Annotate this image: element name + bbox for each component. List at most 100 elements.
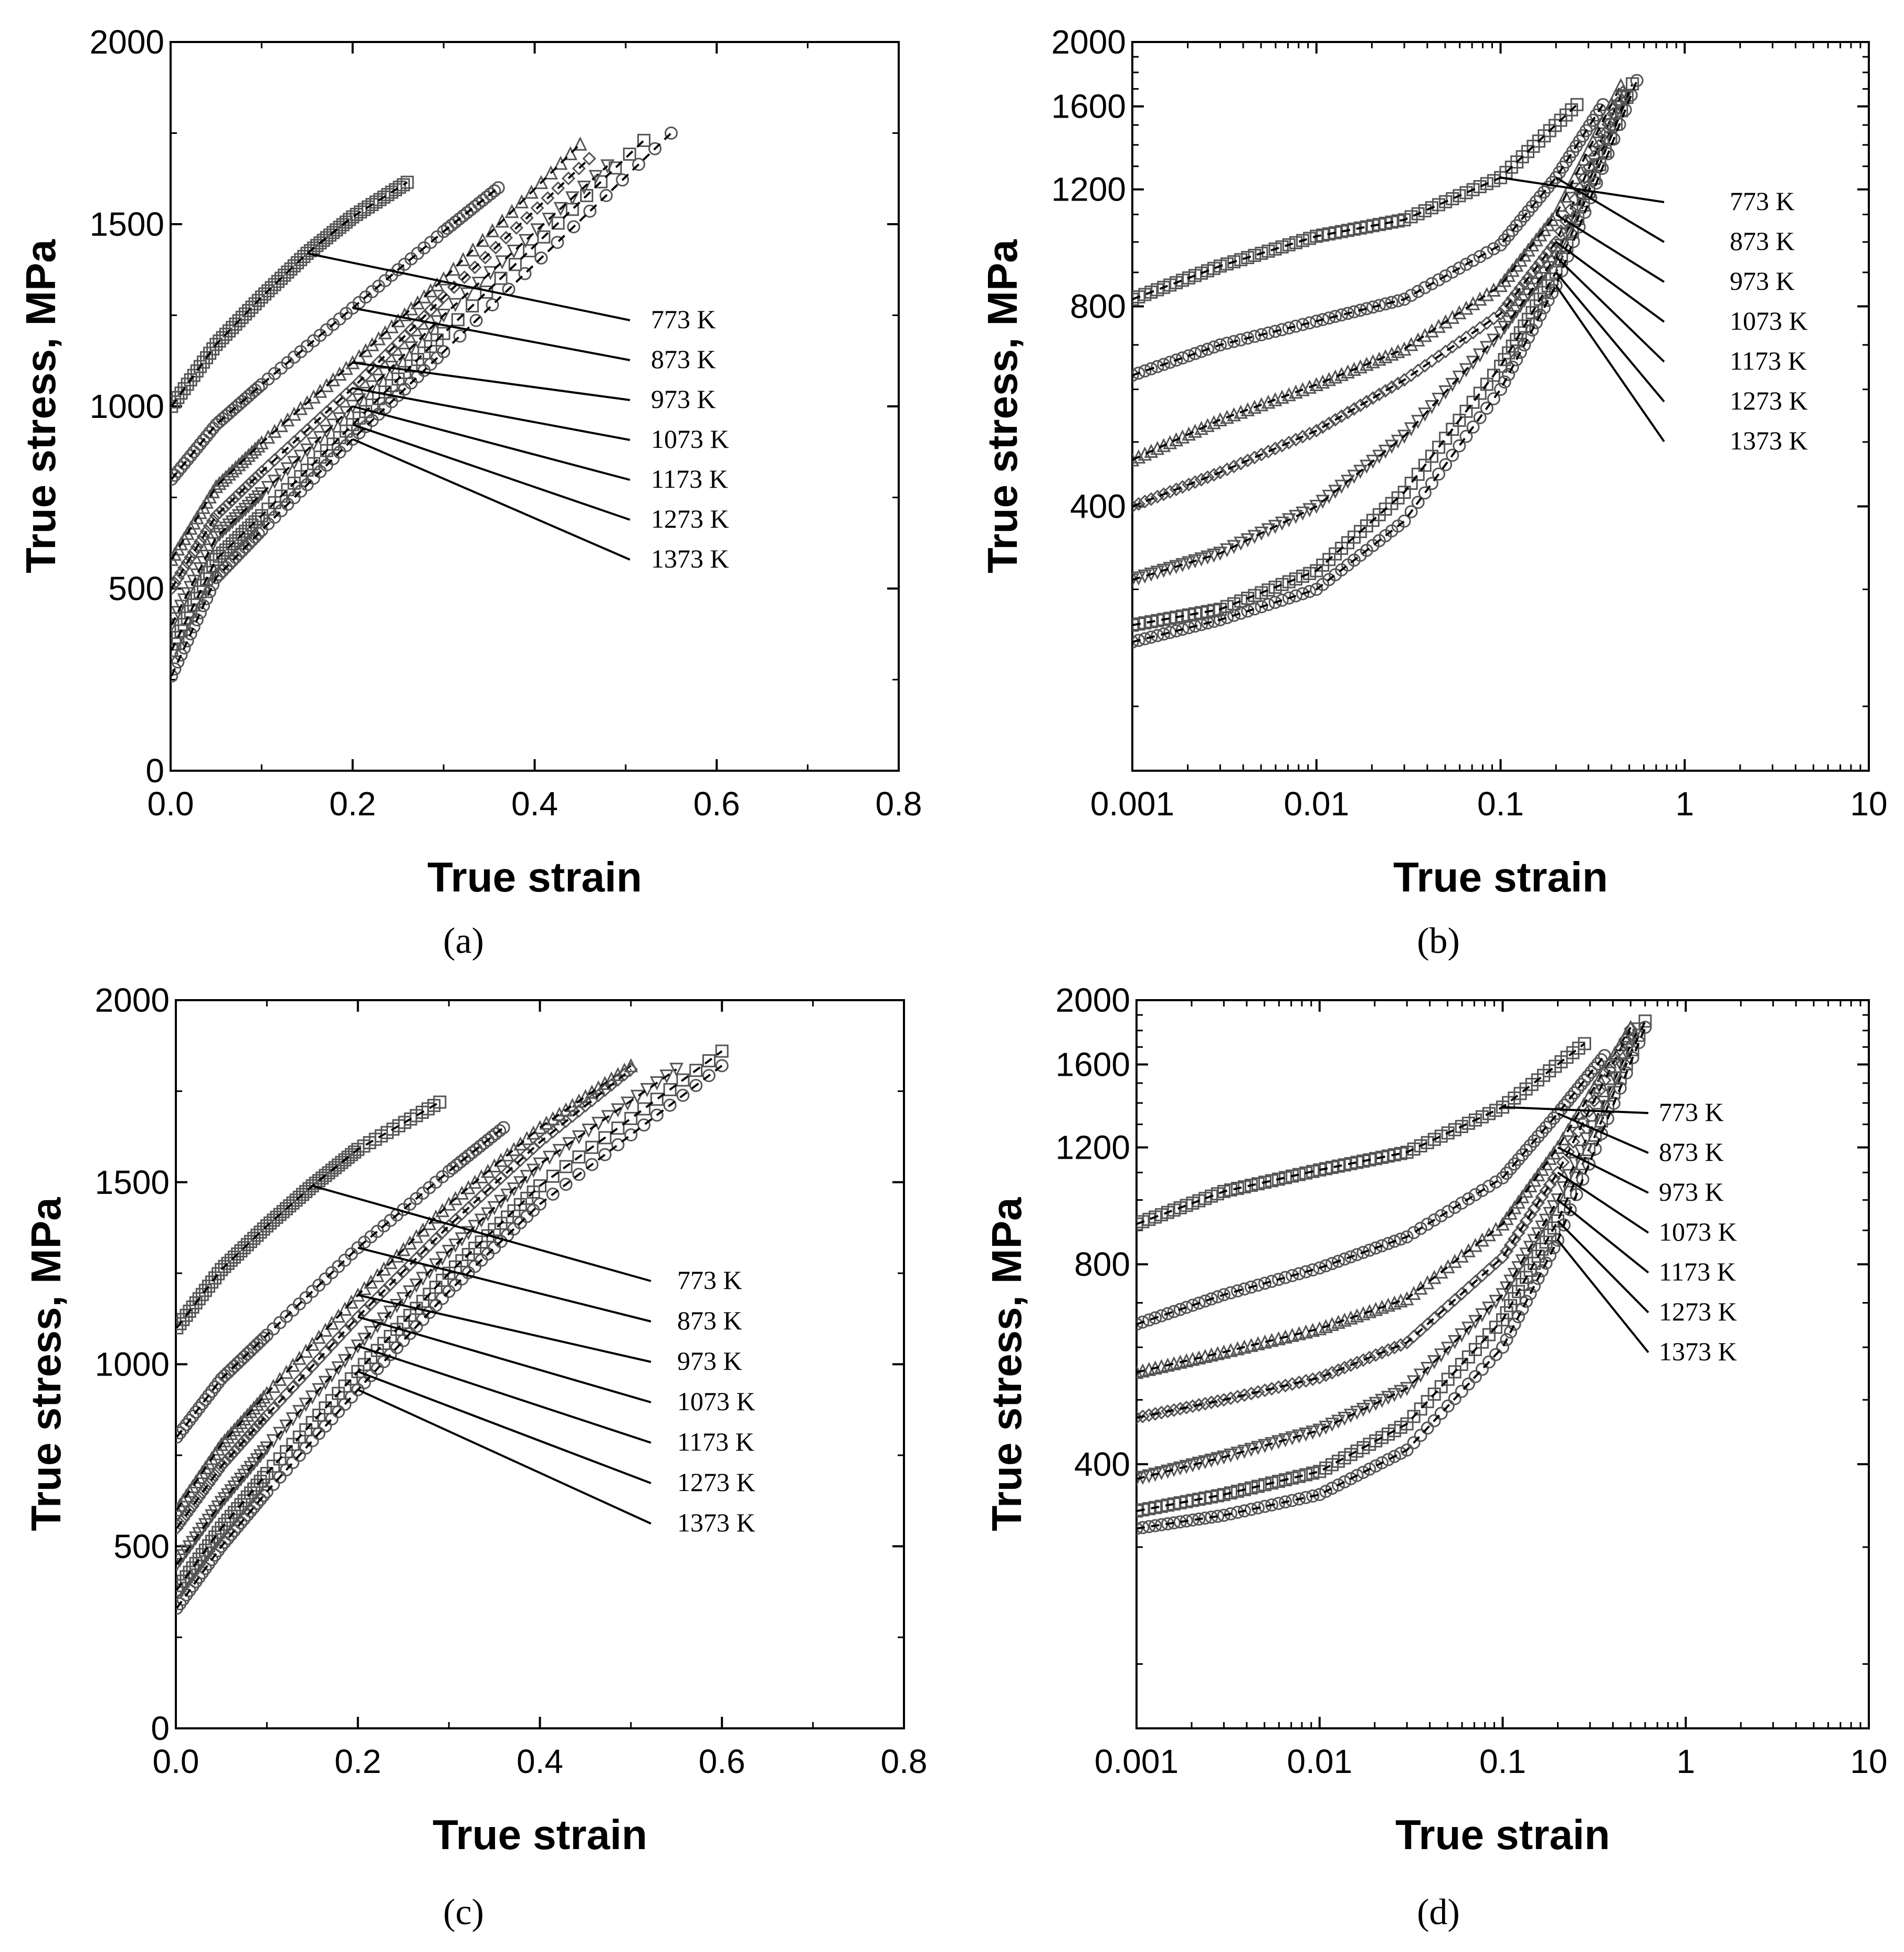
data-point bbox=[177, 561, 192, 575]
x-tick-label: 0.01 bbox=[1284, 785, 1349, 823]
data-point bbox=[1473, 250, 1487, 264]
data-point bbox=[520, 211, 534, 225]
data-point bbox=[1372, 449, 1386, 464]
data-point bbox=[1515, 1220, 1530, 1234]
data-point bbox=[1535, 1125, 1549, 1139]
data-point bbox=[1407, 1226, 1421, 1240]
data-point bbox=[437, 327, 450, 340]
legend-label: 873 K bbox=[651, 344, 716, 374]
data-point bbox=[1397, 292, 1411, 306]
data-point bbox=[1227, 334, 1241, 348]
data-point bbox=[373, 193, 387, 206]
data-point bbox=[1144, 492, 1158, 506]
data-point bbox=[1446, 265, 1459, 279]
data-point bbox=[416, 1272, 430, 1286]
data-point bbox=[1411, 285, 1425, 298]
data-point bbox=[1556, 1181, 1571, 1195]
data-point bbox=[1350, 1468, 1364, 1482]
data-point bbox=[1533, 271, 1548, 286]
data-point bbox=[1149, 1311, 1162, 1325]
data-point bbox=[1241, 592, 1255, 605]
fit-line bbox=[176, 1127, 504, 1438]
data-point bbox=[235, 506, 249, 520]
series-773-K bbox=[1132, 98, 1584, 306]
legend-leader-line bbox=[1557, 1220, 1649, 1314]
data-point bbox=[1207, 614, 1221, 628]
data-point bbox=[1394, 1446, 1407, 1460]
data-point bbox=[251, 468, 266, 482]
data-point bbox=[1459, 363, 1474, 377]
data-point bbox=[446, 261, 461, 276]
data-point bbox=[500, 1189, 515, 1203]
data-point bbox=[1493, 307, 1508, 321]
data-point bbox=[1509, 305, 1524, 319]
data-point bbox=[1138, 632, 1152, 646]
data-point bbox=[181, 634, 194, 648]
data-point bbox=[1201, 342, 1214, 356]
data-point bbox=[456, 252, 470, 266]
data-point bbox=[1306, 1164, 1320, 1178]
data-point bbox=[1151, 629, 1164, 643]
data-point bbox=[1521, 288, 1535, 302]
y-tick-label: 500 bbox=[113, 1527, 170, 1565]
data-point bbox=[1595, 1114, 1608, 1128]
data-point bbox=[1278, 1378, 1292, 1393]
data-point bbox=[441, 1245, 456, 1259]
data-point bbox=[1227, 608, 1241, 622]
y-axis-title: True stress, MPa bbox=[979, 239, 1026, 573]
data-point bbox=[1312, 1423, 1327, 1438]
data-point bbox=[472, 196, 486, 210]
data-point bbox=[1501, 296, 1516, 311]
data-point bbox=[1533, 292, 1547, 306]
series-1373-K bbox=[1132, 74, 1644, 649]
data-point bbox=[483, 187, 497, 201]
x-tick-label: 0.8 bbox=[876, 785, 922, 823]
data-point bbox=[1369, 1241, 1383, 1255]
data-point bbox=[1185, 1399, 1200, 1413]
data-point bbox=[486, 298, 499, 312]
data-point bbox=[1188, 475, 1202, 489]
data-point bbox=[577, 181, 592, 195]
legend-leader-line bbox=[352, 405, 630, 481]
legend-label: 973 K bbox=[1659, 1177, 1724, 1206]
data-point bbox=[573, 136, 587, 151]
data-point bbox=[493, 1124, 507, 1138]
data-point bbox=[1220, 543, 1234, 558]
data-point bbox=[1523, 1139, 1537, 1152]
data-point bbox=[1417, 328, 1432, 342]
data-point bbox=[1523, 1241, 1538, 1255]
data-point bbox=[1413, 1368, 1428, 1383]
data-point bbox=[211, 1463, 225, 1478]
data-point bbox=[1453, 439, 1466, 453]
data-point bbox=[176, 1422, 190, 1435]
data-point bbox=[1533, 255, 1548, 270]
data-point bbox=[1261, 598, 1275, 612]
data-point bbox=[1549, 266, 1563, 279]
data-point bbox=[1296, 570, 1310, 583]
data-point bbox=[1375, 1239, 1389, 1253]
data-point bbox=[1381, 1391, 1395, 1405]
data-point bbox=[1155, 1309, 1169, 1323]
data-point bbox=[1468, 1315, 1482, 1329]
data-point bbox=[190, 540, 204, 554]
data-point bbox=[1539, 1256, 1553, 1270]
data-point bbox=[1553, 197, 1568, 212]
data-point bbox=[234, 1516, 248, 1530]
data-point bbox=[1279, 1171, 1292, 1184]
data-point bbox=[1590, 176, 1603, 190]
data-point bbox=[530, 223, 544, 238]
data-point bbox=[377, 1284, 391, 1298]
data-point bbox=[1497, 321, 1512, 335]
data-point bbox=[1194, 421, 1208, 435]
data-point bbox=[1322, 489, 1337, 504]
data-point bbox=[1303, 316, 1317, 330]
data-point bbox=[177, 457, 191, 470]
data-point bbox=[591, 1117, 606, 1131]
data-point bbox=[478, 250, 492, 265]
data-point bbox=[1563, 203, 1577, 217]
data-point bbox=[507, 245, 521, 259]
data-point bbox=[669, 1063, 683, 1077]
data-point bbox=[307, 437, 321, 452]
data-point bbox=[518, 267, 532, 280]
data-point bbox=[1503, 1274, 1518, 1289]
